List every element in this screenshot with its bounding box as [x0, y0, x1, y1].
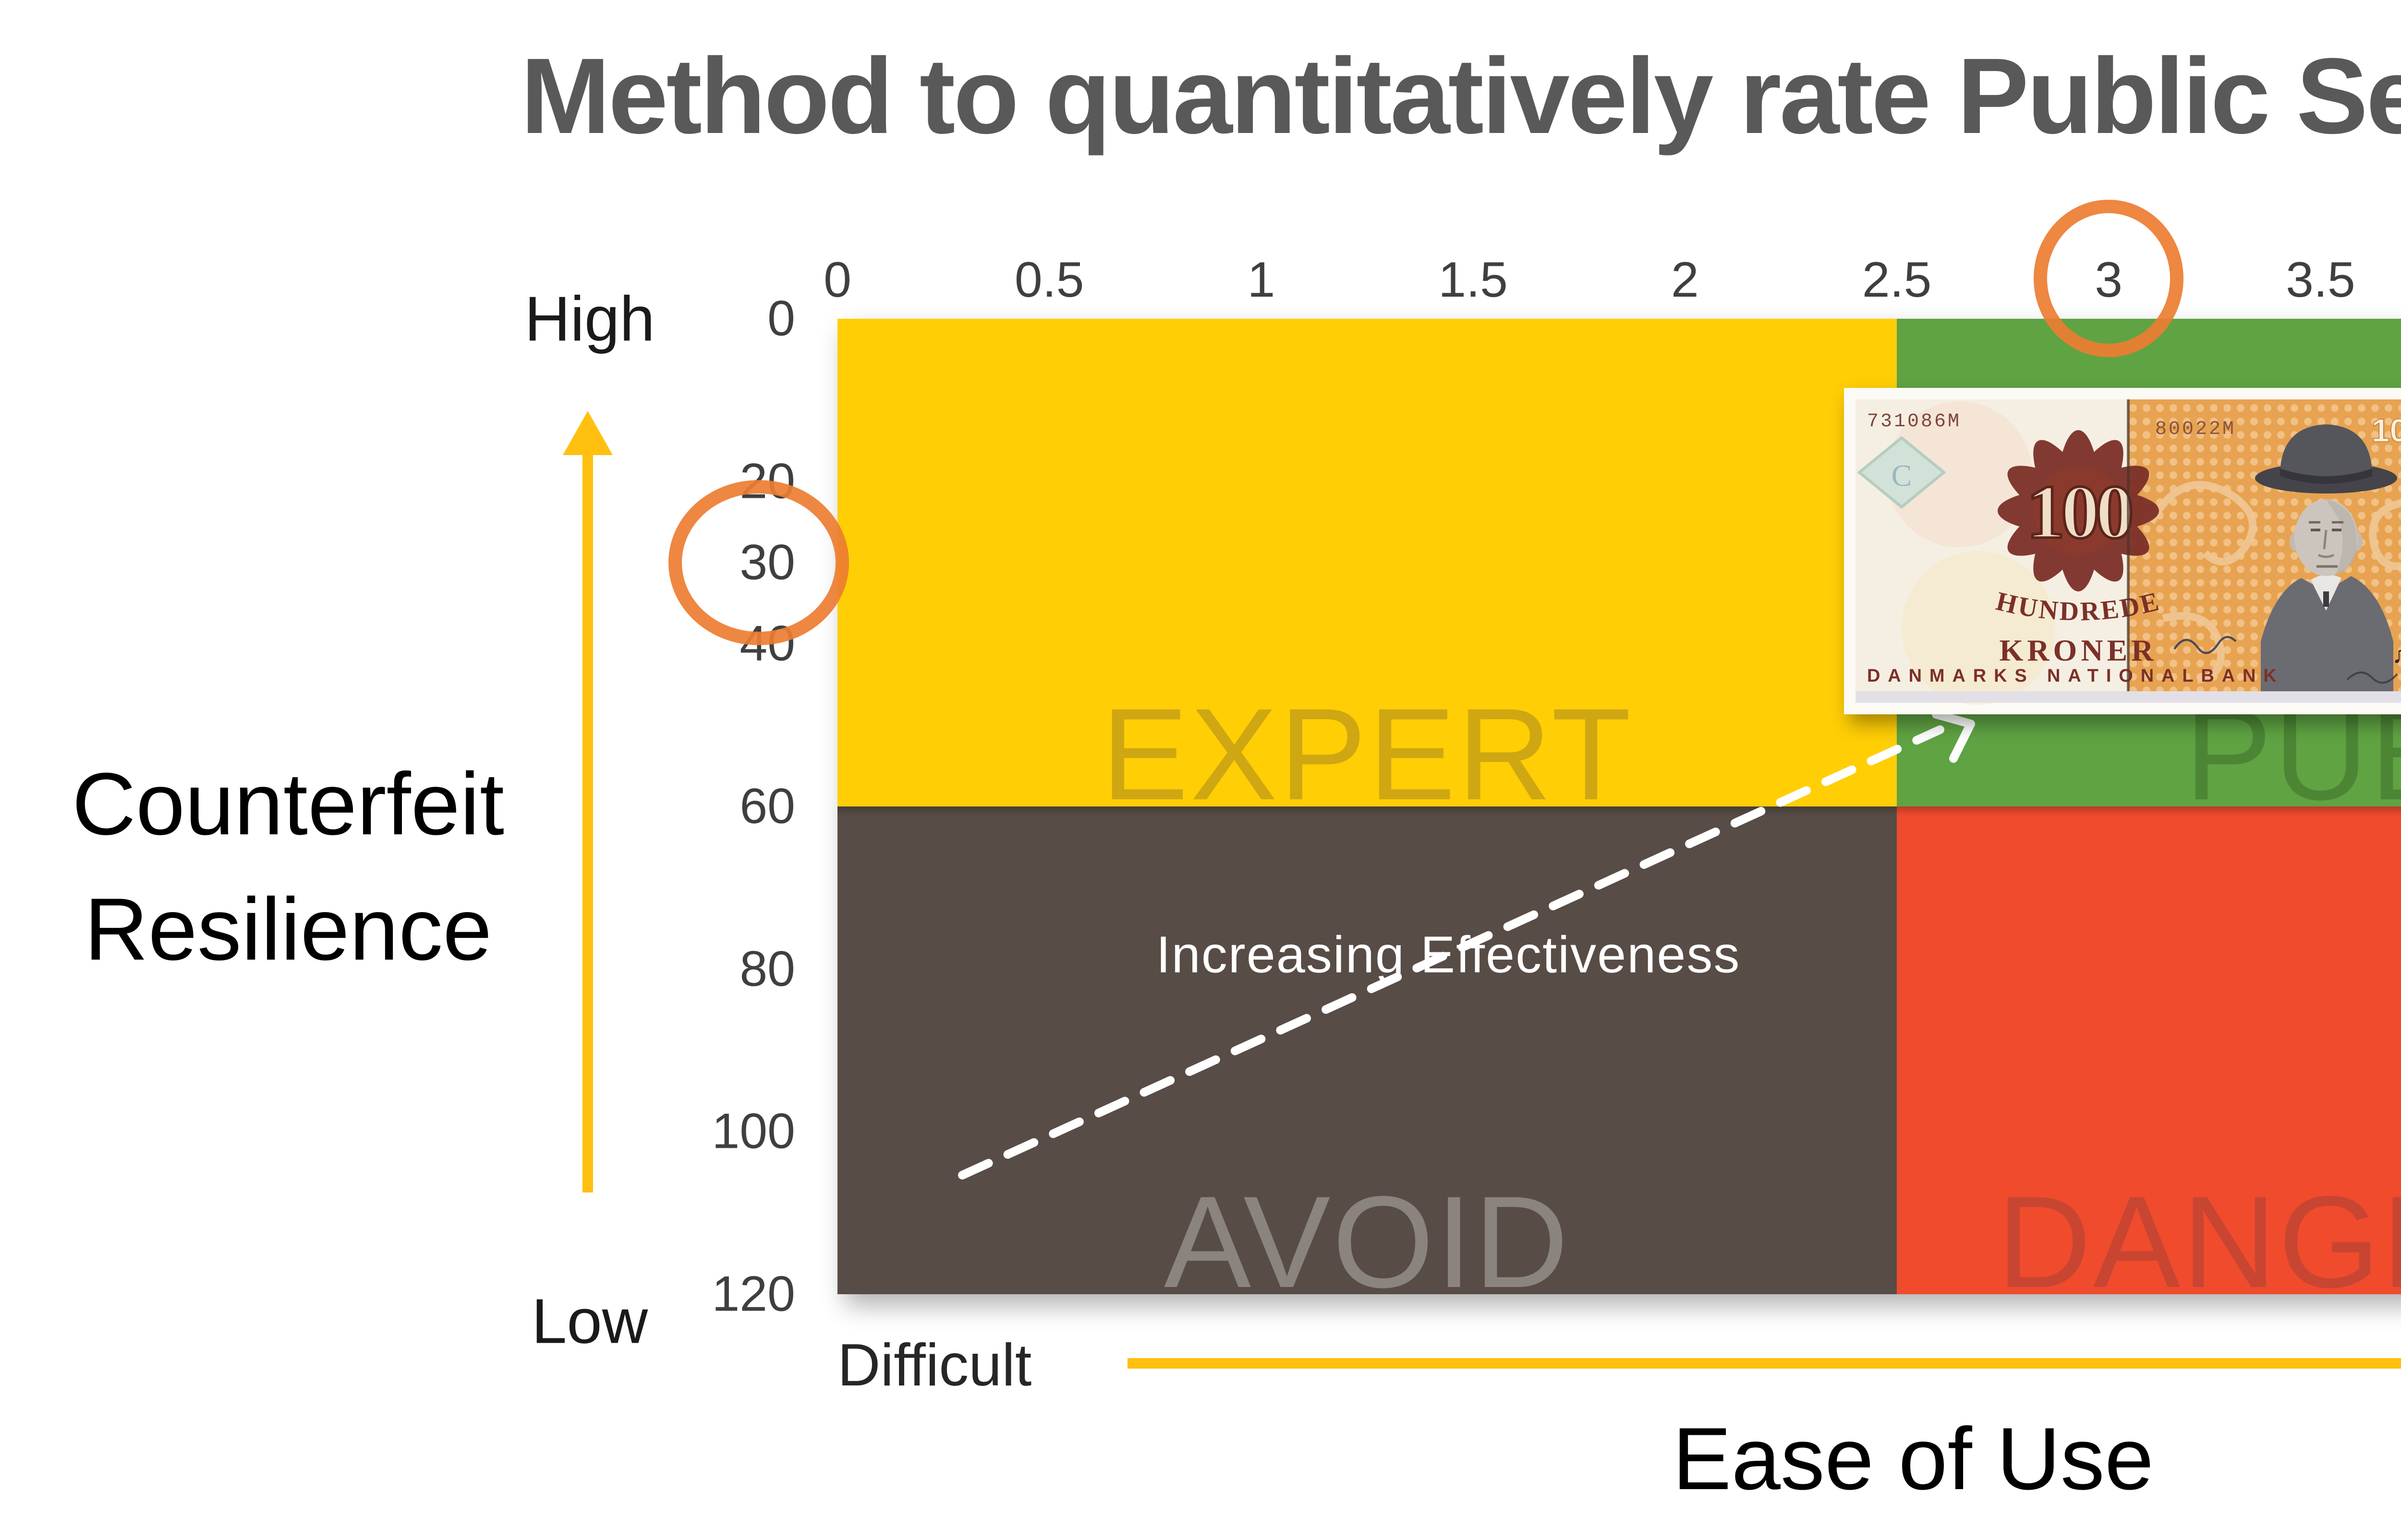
banknote-music-notes-icon: ♫	[2392, 640, 2401, 668]
banknote-serial-left: 731086M	[1867, 411, 1961, 433]
x-axis-difficult-label: Difficult	[837, 1332, 1032, 1398]
x-axis-arrow-icon	[1128, 1358, 2401, 1369]
y-tick-label-60: 60	[740, 778, 795, 834]
banknote-signature-1	[2173, 636, 2237, 654]
y-axis-high-label: High	[524, 283, 655, 354]
y-axis-low-label: Low	[531, 1286, 648, 1357]
quadrant-shadow-seam	[837, 806, 2401, 816]
banknote-big-value: 100	[2026, 469, 2131, 554]
x-tick-label-2.5: 2.5	[1862, 252, 1932, 308]
highlight-circle-y-tick-30	[668, 480, 849, 645]
banknote-denomination: 100	[2372, 412, 2401, 449]
banknote-portrait	[2255, 424, 2397, 691]
quadrant-dangerous: DANGEROUS	[1897, 806, 2401, 1315]
banknote-bank-name: DANMARKS NATIONALBANK	[1867, 666, 2282, 686]
quadrant-dangerous-label: DANGEROUS	[1997, 1169, 2401, 1315]
x-tick-label-3.5: 3.5	[2286, 252, 2355, 308]
quadrant-avoid-label: AVOID	[1164, 1169, 1571, 1315]
svg-text:C: C	[1892, 458, 1912, 493]
x-tick-label-1.5: 1.5	[1438, 252, 1508, 308]
banknote-serial-right: 80022M	[2155, 419, 2236, 440]
x-axis-title: Ease of Use	[1672, 1409, 2154, 1508]
increasing-effectiveness-label: Increasing Effectiveness	[1156, 925, 1741, 984]
banknote-image: C 731086M 80022M 100 100	[1844, 388, 2401, 714]
x-tick-label-1: 1	[1247, 252, 1275, 308]
y-tick-label-0: 0	[767, 290, 795, 347]
y-tick-label-80: 80	[740, 941, 795, 997]
highlight-circle-x-tick-3	[2034, 200, 2184, 357]
y-axis-title: Counterfeit Resilience	[0, 741, 576, 992]
y-tick-label-100: 100	[712, 1103, 795, 1159]
x-tick-label-0.5: 0.5	[1014, 252, 1084, 308]
x-tick-label-2: 2	[1671, 252, 1699, 308]
y-axis-title-line2: Resilience	[84, 879, 492, 979]
y-tick-label-120: 120	[712, 1266, 795, 1322]
banknote-watermark: C	[1857, 436, 1946, 509]
banknote-word-kroner: KRONER	[2000, 633, 2158, 667]
quadrant-expert: EXPERT	[837, 319, 1897, 827]
quadrant-avoid: AVOID	[837, 806, 1897, 1315]
x-tick-label-0: 0	[824, 252, 851, 308]
banknote-swirls	[2147, 481, 2401, 684]
banknote-signature-2	[2346, 671, 2398, 684]
page-title: Method to quantitatively rate Public Sec…	[521, 36, 2401, 156]
banknote-rosette	[1998, 430, 2159, 591]
y-axis-title-line1: Counterfeit	[72, 754, 505, 853]
